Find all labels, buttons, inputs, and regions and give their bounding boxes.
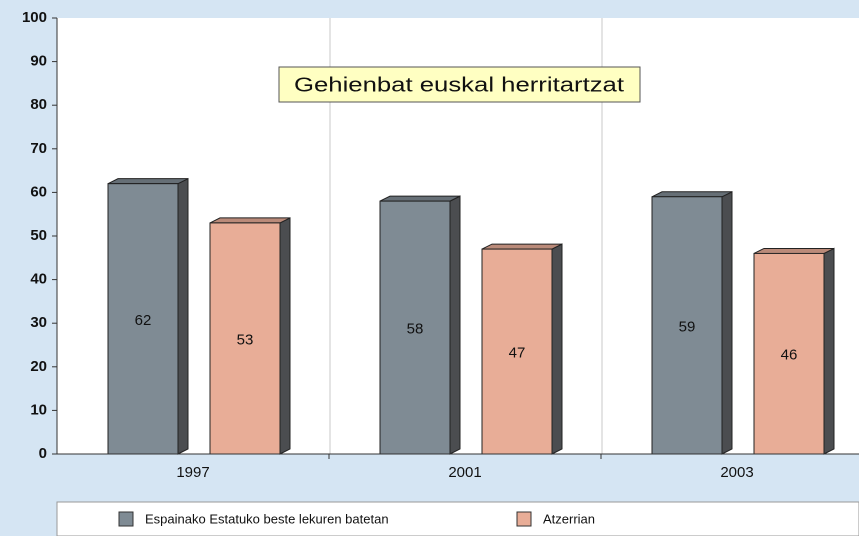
bar (753, 252, 825, 455)
data-label: 62 (135, 312, 152, 329)
bars: 62 53 58 47 59 46 (107, 177, 835, 455)
y-tick-label: 100 (22, 9, 47, 26)
y-tick-label: 0 (39, 445, 47, 462)
y-tick-label: 20 (30, 358, 47, 375)
y-tick-label: 30 (30, 314, 47, 331)
y-tick-label: 10 (30, 401, 47, 418)
bar-side (721, 190, 733, 455)
data-label: 47 (509, 345, 526, 362)
bar-top (651, 191, 733, 198)
data-label: 58 (407, 321, 424, 338)
legend-swatch (118, 511, 134, 527)
y-tick-label: 70 (30, 140, 47, 157)
bar-side (279, 217, 291, 455)
x-tick-label: 2001 (448, 464, 481, 481)
y-tick-label: 50 (30, 227, 47, 244)
bar-top (379, 195, 461, 202)
bar-side (823, 247, 835, 455)
bar-top (481, 243, 563, 250)
y-tick-label: 40 (30, 271, 47, 288)
chart-title: Gehienbat euskal herritartzat (294, 74, 625, 96)
y-tick-label: 60 (30, 183, 47, 200)
x-tick-label: 1997 (176, 464, 209, 481)
bar-top (209, 217, 291, 224)
bar (651, 196, 723, 455)
y-tick-label: 80 (30, 96, 47, 113)
bar-top (107, 178, 189, 185)
data-label: 53 (237, 331, 254, 348)
legend-label: Espainako Estatuko beste lekuren batetan (145, 511, 389, 526)
legend (56, 501, 859, 536)
x-tick-label: 2003 (720, 464, 753, 481)
legend-label: Atzerrian (543, 511, 595, 526)
legend-swatch (516, 511, 532, 527)
bar-side (449, 195, 461, 455)
bar (379, 200, 451, 455)
bar-side (551, 243, 563, 455)
title-box (278, 66, 641, 103)
y-tick-label: 90 (30, 53, 47, 70)
data-label: 46 (781, 347, 798, 364)
data-label: 59 (679, 318, 696, 335)
bar-side (177, 177, 189, 455)
bar-top (753, 247, 835, 254)
bar (481, 248, 553, 455)
